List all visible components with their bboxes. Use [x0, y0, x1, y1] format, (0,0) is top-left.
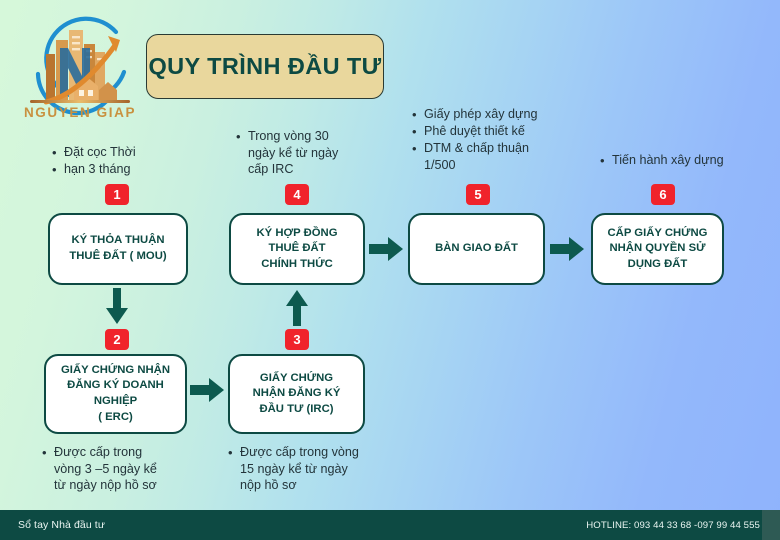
arrow-right-icon [550, 237, 584, 261]
step-number: 5 [474, 187, 482, 202]
arrow-step1-to-step2 [104, 288, 130, 326]
note-bullet-row: • DTM & chấp thuận 1/500 [412, 140, 592, 173]
note-bullet-row: • Giấy phép xây dựng [412, 106, 592, 123]
step-badge-5: 5 [466, 184, 490, 205]
step-title: GIẤY CHỨNG NHẬN ĐĂNG KÝ ĐẦU TƯ (IRC) [252, 371, 341, 415]
note-bullet-row: • Trong vòng 30 ngày kể từ ngày cấp IRC [236, 128, 396, 178]
note-text: Giấy phép xây dựng [424, 107, 538, 121]
note-text: DTM & chấp thuận 1/500 [424, 141, 529, 172]
arrow-down-icon [106, 288, 128, 324]
arrow-right-icon [369, 237, 403, 261]
note-bullet-row: • Phê duyệt thiết kế [412, 123, 592, 140]
note-bullet-row: • Đặt cọc Thời [52, 144, 187, 161]
step-number: 4 [293, 187, 301, 202]
bullet-dot-icon: • [412, 141, 417, 157]
step-box-2[interactable]: GIẤY CHỨNG NHẬN ĐĂNG KÝ DOANH NGHIỆP ( E… [44, 354, 187, 434]
note-step-1: • Đặt cọc Thời • hạn 3 tháng [52, 144, 187, 178]
note-step-3: • Được cấp trong vòng 15 ngày kể từ ngày… [228, 444, 403, 494]
step-number: 3 [293, 332, 301, 347]
note-bullet-row: • Được cấp trong vòng 3 –5 ngày kể từ ng… [42, 444, 202, 494]
footer-left-text: Sổ tay Nhà đầu tư [18, 519, 105, 531]
arrow-right-icon [190, 378, 224, 402]
note-text: Được cấp trong vòng 15 ngày kể từ ngày n… [240, 445, 359, 493]
step-number: 1 [113, 187, 121, 202]
note-step-5: • Giấy phép xây dựng • Phê duyệt thiết k… [412, 106, 592, 174]
bullet-dot-icon: • [42, 445, 47, 460]
logo-brand-text: NGUYEN GIAP [23, 105, 137, 120]
step-badge-1: 1 [105, 184, 129, 205]
step-box-6[interactable]: CẤP GIẤY CHỨNG NHẬN QUYỀN SỬ DỤNG ĐẤT [591, 213, 724, 285]
arrow-up-icon [286, 290, 308, 326]
step-number: 2 [113, 332, 121, 347]
footer-bar: Sổ tay Nhà đầu tư HOTLINE: 093 44 33 68 … [0, 510, 780, 540]
bullet-dot-icon: • [228, 445, 233, 460]
step-title: BÀN GIAO ĐẤT [435, 242, 518, 255]
page-title-banner: QUY TRÌNH ĐẦU TƯ [146, 34, 384, 99]
step-number: 6 [659, 187, 667, 202]
step-title: CẤP GIẤY CHỨNG NHẬN QUYỀN SỬ DỤNG ĐẤT [607, 226, 708, 270]
note-text: Đặt cọc Thời [64, 145, 136, 159]
note-text: Trong vòng 30 ngày kể từ ngày cấp IRC [248, 129, 339, 177]
bullet-dot-icon: • [52, 145, 57, 160]
step-box-4[interactable]: KÝ HỢP ĐỒNG THUÊ ĐẤT CHÍNH THỨC [229, 213, 365, 285]
company-logo: NGUYEN GIAP [16, 10, 144, 122]
bullet-dot-icon: • [412, 124, 417, 140]
arrow-step4-to-step5 [369, 235, 405, 263]
note-text: Được cấp trong vòng 3 –5 ngày kể từ ngày… [54, 445, 157, 493]
note-bullet-row: • Tiến hành xây dựng [600, 152, 770, 169]
step-box-1[interactable]: KÝ THỎA THUẬN THUÊ ĐẤT ( MOU) [48, 213, 188, 285]
step-badge-6: 6 [651, 184, 675, 205]
note-step-4: • Trong vòng 30 ngày kể từ ngày cấp IRC [236, 128, 396, 178]
step-badge-3: 3 [285, 329, 309, 350]
bullet-dot-icon: • [52, 162, 57, 178]
note-text: Tiến hành xây dựng [612, 153, 724, 167]
building-growth-logo-icon [35, 16, 127, 116]
arrow-step3-to-step4 [284, 288, 310, 328]
note-text: hạn 3 tháng [64, 162, 131, 177]
page-title: QUY TRÌNH ĐẦU TƯ [148, 53, 382, 79]
footer-accent-block [762, 510, 780, 540]
step-title: KÝ HỢP ĐỒNG THUÊ ĐẤT CHÍNH THỨC [256, 226, 338, 270]
bullet-dot-icon: • [236, 129, 241, 144]
arrow-step2-to-step3 [190, 376, 226, 404]
step-title: KÝ THỎA THUẬN THUÊ ĐẤT ( MOU) [69, 234, 167, 262]
logo-divider [30, 100, 130, 103]
step-badge-2: 2 [105, 329, 129, 350]
step-title: GIẤY CHỨNG NHẬN ĐĂNG KÝ DOANH NGHIỆP ( E… [61, 363, 170, 423]
bullet-dot-icon: • [600, 153, 605, 168]
footer-hotline-text: HOTLINE: 093 44 33 68 -097 99 44 555 [586, 519, 760, 531]
note-bullet-row: • Được cấp trong vòng 15 ngày kể từ ngày… [228, 444, 403, 494]
note-bullet-row: • hạn 3 tháng [52, 161, 187, 178]
note-step-6: • Tiến hành xây dựng [600, 152, 770, 169]
bullet-dot-icon: • [412, 107, 417, 122]
arrow-step5-to-step6 [550, 235, 586, 263]
note-step-2: • Được cấp trong vòng 3 –5 ngày kể từ ng… [42, 444, 202, 494]
step-badge-4: 4 [285, 184, 309, 205]
step-box-5[interactable]: BÀN GIAO ĐẤT [408, 213, 545, 285]
step-box-3[interactable]: GIẤY CHỨNG NHẬN ĐĂNG KÝ ĐẦU TƯ (IRC) [228, 354, 365, 434]
note-text: Phê duyệt thiết kế [424, 124, 525, 139]
